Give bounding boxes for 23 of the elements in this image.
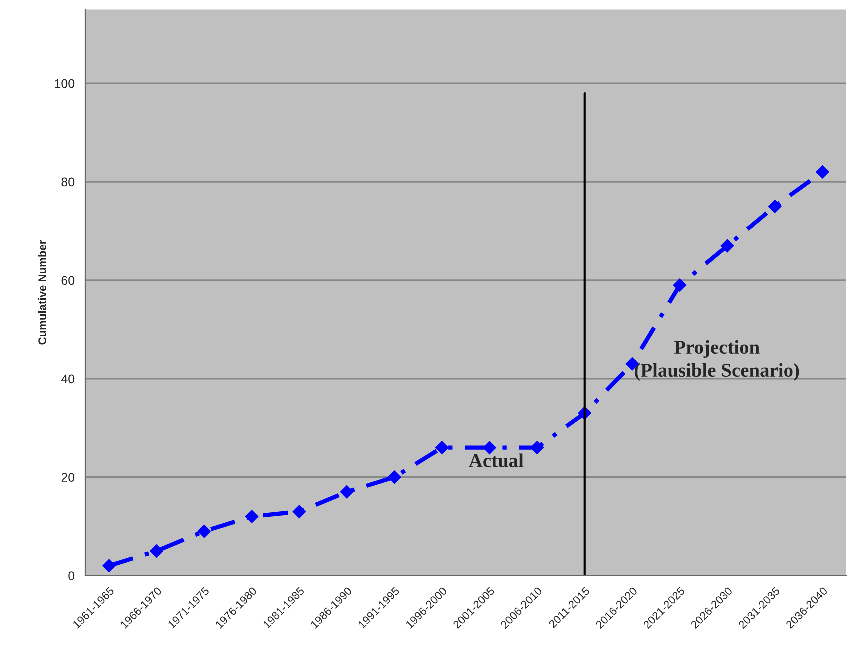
point bbox=[483, 441, 496, 454]
y-axis-title: Cumulative Number bbox=[38, 240, 46, 345]
point bbox=[245, 510, 259, 524]
y-tick-label: 20 bbox=[62, 473, 75, 482]
point bbox=[340, 486, 354, 499]
point bbox=[292, 505, 306, 518]
y-tick-label: 80 bbox=[62, 178, 75, 187]
point bbox=[530, 441, 544, 454]
point bbox=[673, 278, 687, 292]
y-tick-label: 100 bbox=[55, 79, 75, 88]
point bbox=[720, 239, 734, 253]
annotation: Projection (Plausible Scenario) bbox=[635, 340, 800, 382]
y-tick-label: 60 bbox=[62, 276, 75, 286]
point bbox=[150, 544, 164, 558]
y-tick-label: 0 bbox=[68, 572, 75, 580]
point bbox=[102, 559, 116, 573]
point bbox=[436, 441, 449, 454]
annotation: Actual bbox=[469, 454, 524, 468]
point bbox=[388, 470, 402, 484]
point bbox=[198, 524, 211, 538]
y-tick-label: 40 bbox=[61, 374, 75, 384]
point bbox=[768, 200, 782, 214]
point bbox=[816, 166, 830, 179]
